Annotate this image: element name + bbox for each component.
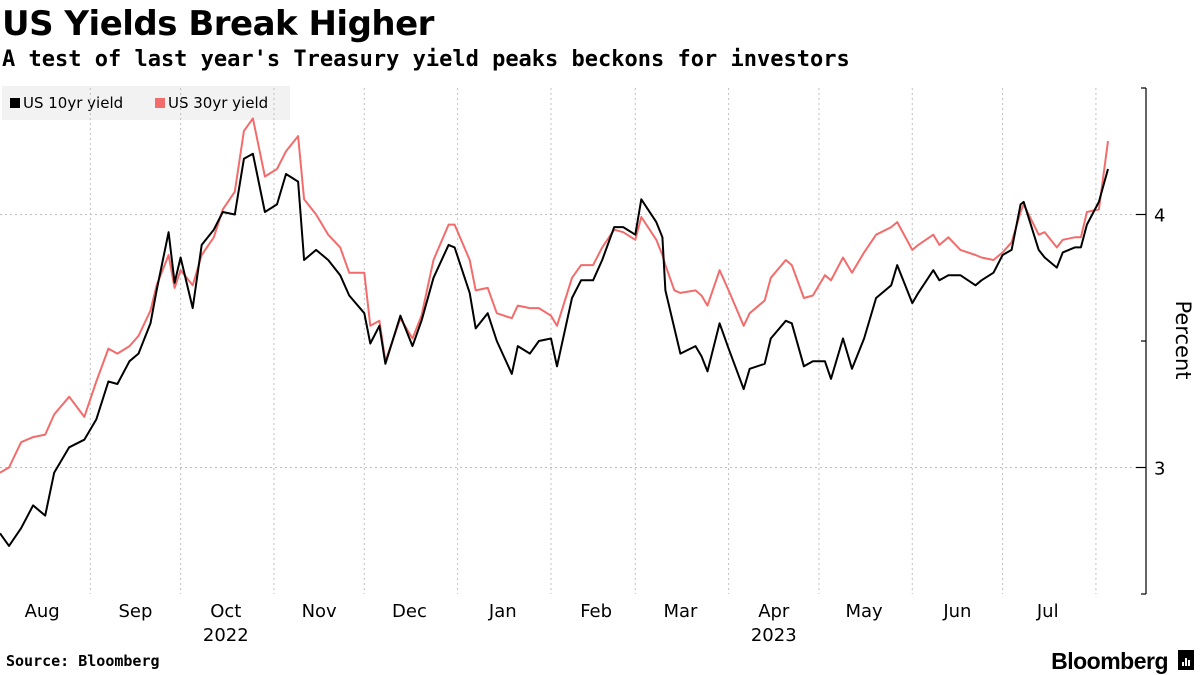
legend-label-us30: US 30yr yield	[168, 94, 269, 112]
axis-layer: 3 4 Percent Aug Sep Oct Nov Dec Jan Feb Mar Apr May J…	[25, 87, 1195, 646]
x-tick-label: Jan	[488, 601, 517, 622]
x-tick-label: Aug	[25, 601, 60, 622]
source-note: Source: Bloomberg	[6, 652, 160, 670]
legend-swatch-us10	[10, 98, 20, 108]
x-tick-label: Dec	[392, 601, 427, 622]
x-tick-label: Jul	[1036, 601, 1059, 622]
x-tick-label: Jun	[942, 601, 971, 622]
legend-swatch-us30	[155, 98, 165, 108]
bloomberg-logo: Bloomberg	[1051, 648, 1168, 674]
x-year-label: 2022	[203, 625, 249, 646]
x-year-label: 2023	[751, 625, 797, 646]
x-tick-label: May	[845, 601, 883, 622]
x-tick-label: Apr	[758, 601, 790, 622]
series-line-us10	[0, 152, 1109, 547]
y-tick-label: 3	[1154, 459, 1165, 480]
x-tick-label: Sep	[119, 601, 153, 622]
grid-layer	[0, 88, 1146, 594]
legend-item-us30: US 30yr yield	[155, 94, 268, 112]
y-tick-label: 4	[1154, 206, 1165, 227]
x-tick-label: Mar	[663, 601, 698, 622]
x-tick-label: Nov	[302, 601, 337, 622]
chart-title: US Yields Break Higher	[2, 4, 434, 44]
legend-item-us10: US 10yr yield	[10, 94, 123, 112]
series-layer	[0, 117, 1109, 547]
legend: US 10yr yield US 30yr yield	[2, 86, 290, 120]
y-axis-title: Percent	[1171, 300, 1195, 379]
series-line-us30	[0, 117, 1109, 474]
chart-subtitle: A test of last year's Treasury yield pea…	[2, 47, 850, 72]
x-tick-label: Feb	[580, 601, 612, 622]
legend-label-us10: US 10yr yield	[23, 94, 124, 112]
x-tick-label: Oct	[210, 601, 241, 622]
bloomberg-terminal-icon	[1178, 650, 1194, 670]
